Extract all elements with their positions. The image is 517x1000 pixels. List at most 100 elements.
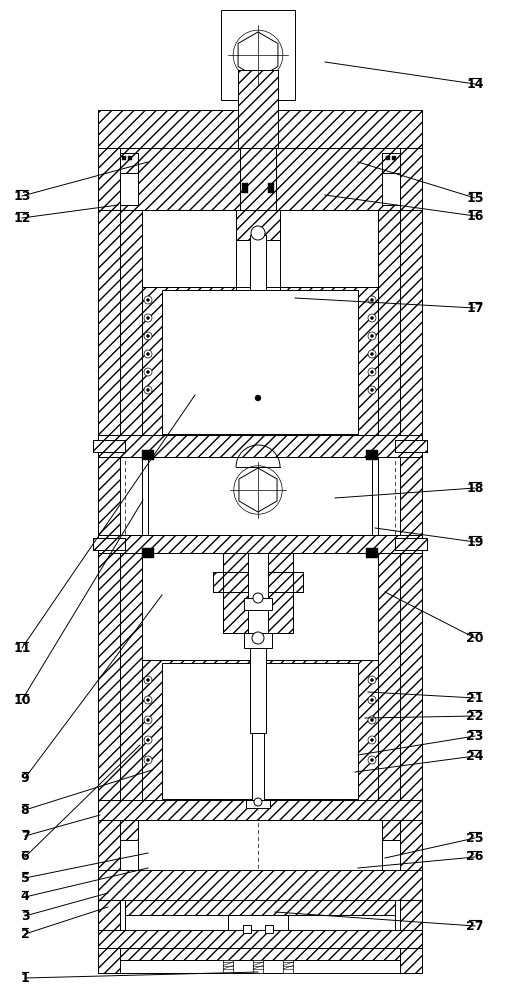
Text: 1: 1 — [21, 972, 29, 984]
Bar — [142, 660, 378, 800]
Circle shape — [146, 370, 149, 373]
Circle shape — [368, 332, 376, 340]
Bar — [122, 156, 126, 160]
Text: 9: 9 — [21, 772, 29, 784]
Circle shape — [144, 676, 152, 684]
Text: 12: 12 — [13, 212, 31, 225]
Circle shape — [368, 756, 376, 764]
Circle shape — [233, 30, 283, 80]
Bar — [120, 210, 142, 435]
Bar — [236, 210, 280, 240]
Bar — [378, 210, 400, 435]
Circle shape — [146, 388, 149, 391]
Text: 4: 4 — [21, 890, 29, 904]
Bar — [223, 553, 293, 633]
Bar — [213, 572, 303, 592]
Circle shape — [371, 370, 373, 373]
Bar — [378, 553, 400, 800]
Circle shape — [371, 758, 373, 762]
Bar — [98, 948, 422, 973]
Bar — [253, 960, 263, 973]
Text: 2: 2 — [21, 928, 29, 940]
Bar — [125, 900, 395, 915]
Circle shape — [368, 716, 376, 724]
Text: 20: 20 — [466, 632, 484, 645]
Bar — [238, 70, 278, 148]
Circle shape — [144, 716, 152, 724]
Text: 13: 13 — [13, 190, 31, 202]
Text: 3: 3 — [21, 910, 29, 922]
Bar — [120, 948, 400, 973]
Bar — [268, 183, 274, 193]
Bar — [98, 148, 120, 960]
Bar — [236, 210, 280, 240]
Text: 11: 11 — [13, 642, 31, 654]
Circle shape — [146, 738, 149, 742]
Bar — [93, 440, 125, 452]
Circle shape — [144, 314, 152, 322]
Circle shape — [146, 678, 149, 682]
Text: 17: 17 — [466, 302, 484, 314]
Polygon shape — [239, 468, 277, 512]
Bar — [382, 153, 400, 205]
Circle shape — [146, 758, 149, 762]
Bar — [98, 148, 422, 210]
Bar — [244, 633, 272, 648]
Bar — [162, 663, 358, 799]
Bar — [400, 148, 422, 960]
Bar — [120, 948, 400, 960]
Circle shape — [255, 395, 261, 401]
Text: 15: 15 — [466, 192, 484, 205]
Text: 14: 14 — [466, 78, 484, 91]
Circle shape — [146, 316, 149, 320]
Text: 16: 16 — [466, 210, 484, 223]
Circle shape — [371, 698, 373, 702]
Bar — [142, 548, 154, 558]
Bar — [248, 553, 268, 633]
Circle shape — [368, 368, 376, 376]
Circle shape — [368, 676, 376, 684]
Bar — [378, 553, 400, 800]
Bar — [98, 148, 120, 960]
Circle shape — [144, 350, 152, 358]
Circle shape — [144, 696, 152, 704]
Circle shape — [251, 226, 265, 240]
Bar — [142, 660, 378, 800]
Bar — [395, 440, 427, 452]
Text: 5: 5 — [21, 871, 29, 884]
Polygon shape — [238, 32, 278, 78]
Bar — [386, 156, 390, 160]
Bar — [93, 440, 125, 452]
Circle shape — [371, 738, 373, 742]
Circle shape — [144, 296, 152, 304]
Circle shape — [146, 298, 149, 302]
Bar — [98, 930, 422, 948]
Text: 23: 23 — [466, 730, 484, 742]
Bar — [378, 210, 400, 435]
Bar — [142, 287, 378, 435]
Circle shape — [371, 388, 373, 391]
Bar — [366, 548, 378, 558]
Circle shape — [371, 718, 373, 722]
Bar — [98, 110, 422, 148]
Bar — [265, 925, 273, 933]
Text: 18: 18 — [466, 482, 484, 494]
Bar — [98, 435, 422, 457]
Bar — [120, 820, 138, 840]
Circle shape — [144, 756, 152, 764]
Bar — [238, 70, 278, 148]
Bar — [98, 800, 422, 820]
Circle shape — [252, 632, 264, 644]
Bar — [366, 450, 378, 460]
Bar — [243, 925, 251, 933]
Circle shape — [234, 466, 282, 514]
Text: 7: 7 — [21, 830, 29, 842]
Bar — [250, 235, 266, 290]
Bar — [98, 535, 422, 553]
Bar — [250, 633, 266, 733]
Bar — [120, 553, 142, 800]
Bar — [98, 148, 422, 210]
Bar — [120, 153, 138, 173]
Bar — [128, 156, 132, 160]
Bar — [120, 553, 142, 800]
